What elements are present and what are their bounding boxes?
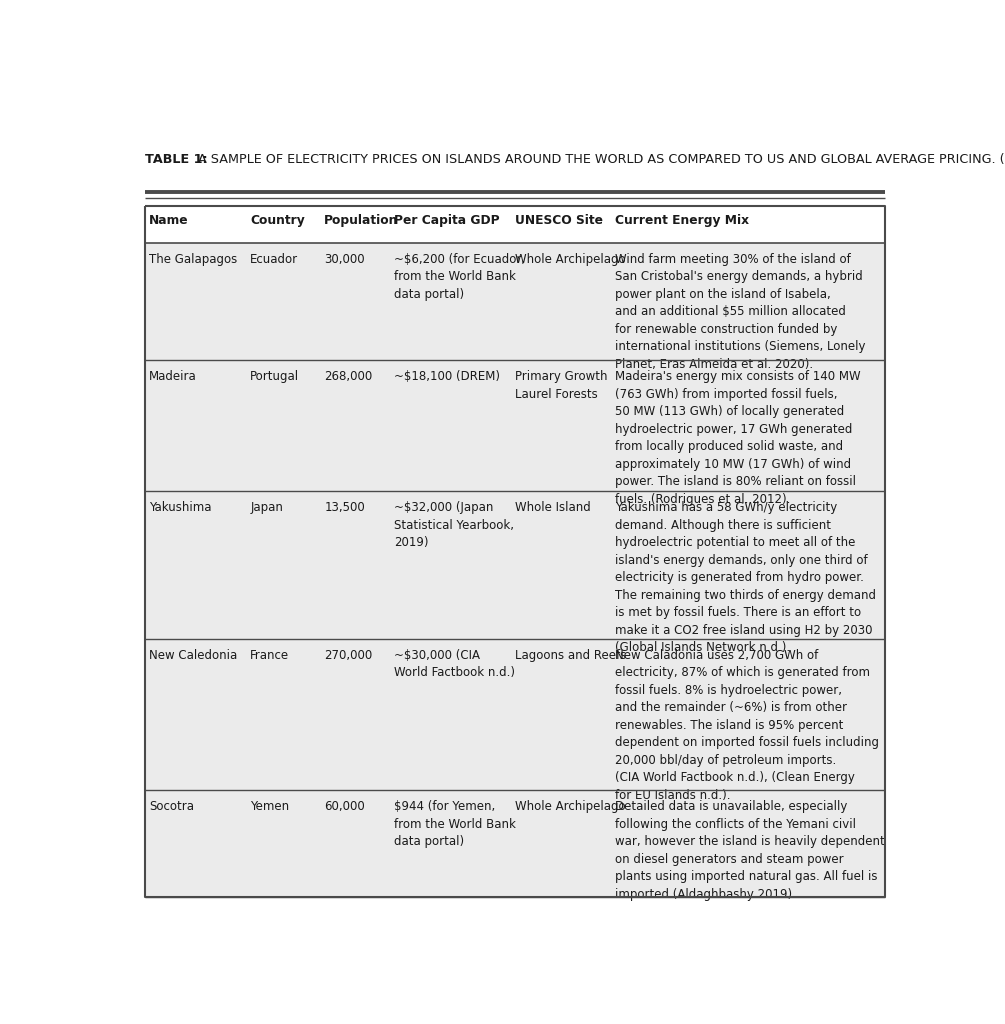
Text: Lagoons and Reefs: Lagoons and Reefs (516, 649, 626, 662)
Text: Whole Archipelago: Whole Archipelago (516, 800, 626, 813)
Bar (145, 206, 885, 243)
Text: TABLE 1:: TABLE 1: (145, 153, 208, 166)
Text: Wind farm meeting 30% of the island of
San Cristobal's energy demands, a hybrid
: Wind farm meeting 30% of the island of S… (615, 253, 865, 371)
Text: Detailed data is unavailable, especially
following the conflicts of the Yemani c: Detailed data is unavailable, especially… (615, 800, 884, 900)
Text: 268,000: 268,000 (325, 371, 373, 383)
Text: France: France (250, 649, 289, 662)
Text: Whole Archipelago: Whole Archipelago (516, 253, 626, 266)
Text: 270,000: 270,000 (325, 649, 373, 662)
Text: ~$30,000 (CIA
World Factbook n.d.): ~$30,000 (CIA World Factbook n.d.) (394, 649, 516, 680)
Text: Name: Name (149, 214, 189, 227)
Bar (145, 639, 885, 790)
Text: Madeira's energy mix consists of 140 MW
(763 GWh) from imported fossil fuels,
50: Madeira's energy mix consists of 140 MW … (615, 371, 860, 506)
Bar (145, 243, 885, 360)
Text: Per Capita GDP: Per Capita GDP (394, 214, 499, 227)
Text: UNESCO Site: UNESCO Site (516, 214, 603, 227)
Text: Yakushima has a 58 GWh/y electricity
demand. Although there is sufficient
hydroe: Yakushima has a 58 GWh/y electricity dem… (615, 501, 875, 654)
Text: 60,000: 60,000 (325, 800, 365, 813)
Text: Country: Country (250, 214, 305, 227)
Text: Madeira: Madeira (149, 371, 197, 383)
Text: ~$18,100 (DREM): ~$18,100 (DREM) (394, 371, 500, 383)
Text: New Caledonia: New Caledonia (149, 649, 237, 662)
Bar (145, 490, 885, 639)
Text: The Galapagos: The Galapagos (149, 253, 237, 266)
Text: ~$32,000 (Japan
Statistical Yearbook,
2019): ~$32,000 (Japan Statistical Yearbook, 20… (394, 501, 515, 549)
Text: Population: Population (325, 214, 399, 227)
Text: Primary Growth
Laurel Forests: Primary Growth Laurel Forests (516, 371, 608, 400)
Text: Yakushima: Yakushima (149, 501, 211, 514)
Text: ~$6,200 (for Ecuador,
from the World Bank
data portal): ~$6,200 (for Ecuador, from the World Ban… (394, 253, 526, 301)
Bar (145, 360, 885, 490)
Text: Japan: Japan (250, 501, 283, 514)
Text: Yemen: Yemen (250, 800, 289, 813)
Text: Ecuador: Ecuador (250, 253, 298, 266)
Text: 30,000: 30,000 (325, 253, 365, 266)
Bar (145, 790, 885, 897)
Text: Current Energy Mix: Current Energy Mix (615, 214, 749, 227)
Text: New Caladonia uses 2,700 GWh of
electricity, 87% of which is generated from
foss: New Caladonia uses 2,700 GWh of electric… (615, 649, 878, 802)
Text: Whole Island: Whole Island (516, 501, 591, 514)
Text: $944 (for Yemen,
from the World Bank
data portal): $944 (for Yemen, from the World Bank dat… (394, 800, 517, 848)
Text: Portugal: Portugal (250, 371, 299, 383)
Text: 13,500: 13,500 (325, 501, 365, 514)
Text: Socotra: Socotra (149, 800, 194, 813)
Text: A SAMPLE OF ELECTRICITY PRICES ON ISLANDS AROUND THE WORLD AS COMPARED TO US AND: A SAMPLE OF ELECTRICITY PRICES ON ISLAND… (194, 153, 1005, 166)
